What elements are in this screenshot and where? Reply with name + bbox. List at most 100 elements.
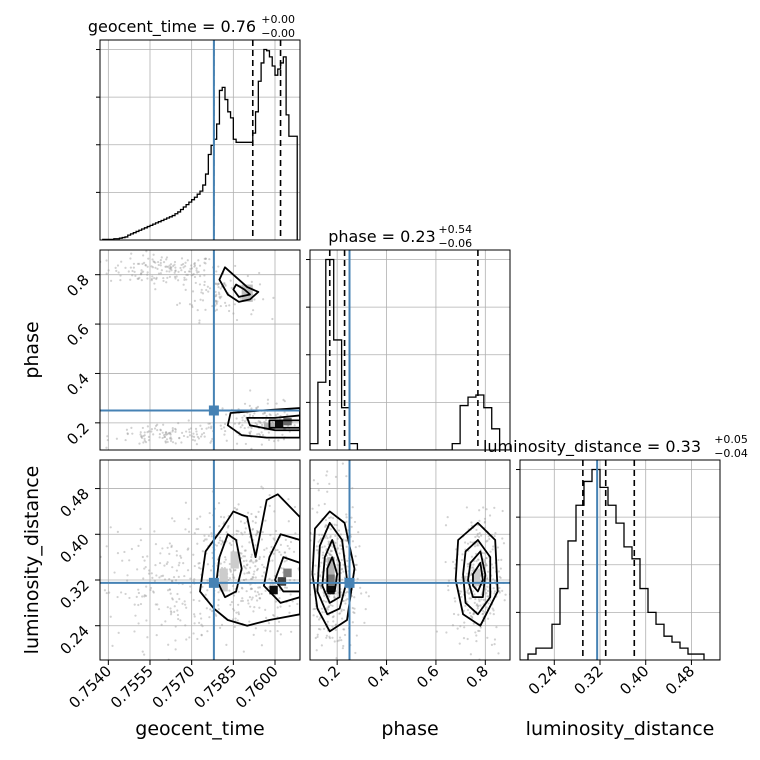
scatter-point <box>268 504 271 507</box>
scatter-point <box>244 527 247 530</box>
scatter-point <box>484 588 487 591</box>
scatter-point <box>446 516 449 519</box>
scatter-point <box>220 566 224 570</box>
scatter-point <box>184 501 187 504</box>
density-block <box>269 585 278 595</box>
scatter-point <box>146 555 149 558</box>
scatter-point <box>137 622 140 625</box>
scatter-point <box>486 589 490 593</box>
scatter-point <box>263 548 266 551</box>
scatter-point <box>166 432 169 436</box>
scatter-point <box>241 419 244 422</box>
scatter-point <box>218 524 221 528</box>
scatter-point <box>489 612 492 615</box>
scatter-point <box>248 541 251 544</box>
scatter-point <box>328 595 331 598</box>
scatter-point <box>344 591 347 594</box>
scatter-point <box>218 295 221 299</box>
scatter-point <box>188 428 191 431</box>
scatter-point <box>193 261 196 265</box>
scatter-point <box>233 576 236 580</box>
scatter-point <box>204 308 207 311</box>
scatter-point <box>479 626 482 629</box>
scatter-point <box>324 524 327 527</box>
scatter-point <box>162 423 165 426</box>
scatter-point <box>109 615 112 618</box>
scatter-point <box>244 578 248 581</box>
scatter-point <box>265 547 268 550</box>
scatter-point <box>487 602 490 605</box>
scatter-point <box>351 487 354 490</box>
scatter-point <box>240 531 243 534</box>
scatter-point <box>339 533 343 536</box>
scatter-point <box>306 425 308 427</box>
scatter-point <box>345 475 348 478</box>
histogram-step-luminosity_distance <box>520 468 720 660</box>
scatter-point <box>206 589 209 592</box>
scatter-point <box>333 596 336 599</box>
scatter-point <box>254 544 257 547</box>
scatter-point <box>241 416 244 419</box>
scatter-point <box>283 551 286 554</box>
scatter-point <box>474 631 477 634</box>
scatter-point <box>116 551 120 555</box>
scatter-point <box>470 660 472 662</box>
scatter-point <box>231 539 235 543</box>
truth-marker <box>208 577 219 588</box>
scatter-point <box>258 597 262 600</box>
scatter-point <box>117 631 120 634</box>
contour-line <box>218 266 260 303</box>
scatter-point <box>187 419 190 422</box>
scatter-point <box>301 616 303 618</box>
scatter-point <box>162 279 165 283</box>
scatter-point <box>140 436 144 440</box>
histogram-step-geocent_time <box>102 48 298 240</box>
scatter-point <box>159 261 162 265</box>
scatter-point <box>342 599 345 603</box>
scatter-point <box>175 569 178 572</box>
scatter-point <box>169 613 173 616</box>
scatter-point <box>115 269 118 272</box>
scatter-point <box>248 571 251 575</box>
scatter-point <box>193 578 196 581</box>
scatter-point <box>469 541 472 544</box>
scatter-point <box>325 474 328 477</box>
scatter-point <box>228 589 231 592</box>
scatter-point <box>242 650 245 653</box>
scatter-point <box>193 439 197 442</box>
scatter-point <box>334 624 337 627</box>
scatter-point <box>350 525 353 528</box>
scatter-point <box>255 594 258 597</box>
scatter-point <box>492 609 495 612</box>
scatter-point <box>486 595 489 598</box>
scatter-point <box>252 633 255 636</box>
density-block <box>283 417 292 426</box>
scatter-point <box>294 528 296 530</box>
scatter-point <box>444 524 448 527</box>
scatter-point <box>457 613 460 616</box>
scatter-point <box>261 487 265 490</box>
scatter-point <box>264 616 268 619</box>
scatter-point <box>203 257 206 261</box>
x-tick-label: 0.7585 <box>190 662 240 712</box>
scatter-point <box>232 576 235 579</box>
x-tick-label: 0.48 <box>662 662 698 698</box>
scatter-point <box>208 258 211 261</box>
title-plus-error: +0.54 <box>438 223 472 236</box>
scatter-point <box>139 539 143 542</box>
scatter-point <box>478 629 481 633</box>
scatter-point <box>227 524 230 528</box>
scatter-point <box>317 504 320 507</box>
scatter-point <box>158 436 161 439</box>
scatter-point <box>474 535 477 539</box>
scatter-point <box>331 517 335 520</box>
scatter-point <box>119 279 122 282</box>
scatter-point <box>335 558 338 562</box>
scatter-point <box>268 413 271 416</box>
scatter-point <box>229 570 232 573</box>
scatter-point <box>269 533 272 537</box>
title-text: geocent_time = 0.76 <box>88 17 256 37</box>
scatter-point <box>483 559 487 562</box>
scatter-point <box>338 552 341 555</box>
